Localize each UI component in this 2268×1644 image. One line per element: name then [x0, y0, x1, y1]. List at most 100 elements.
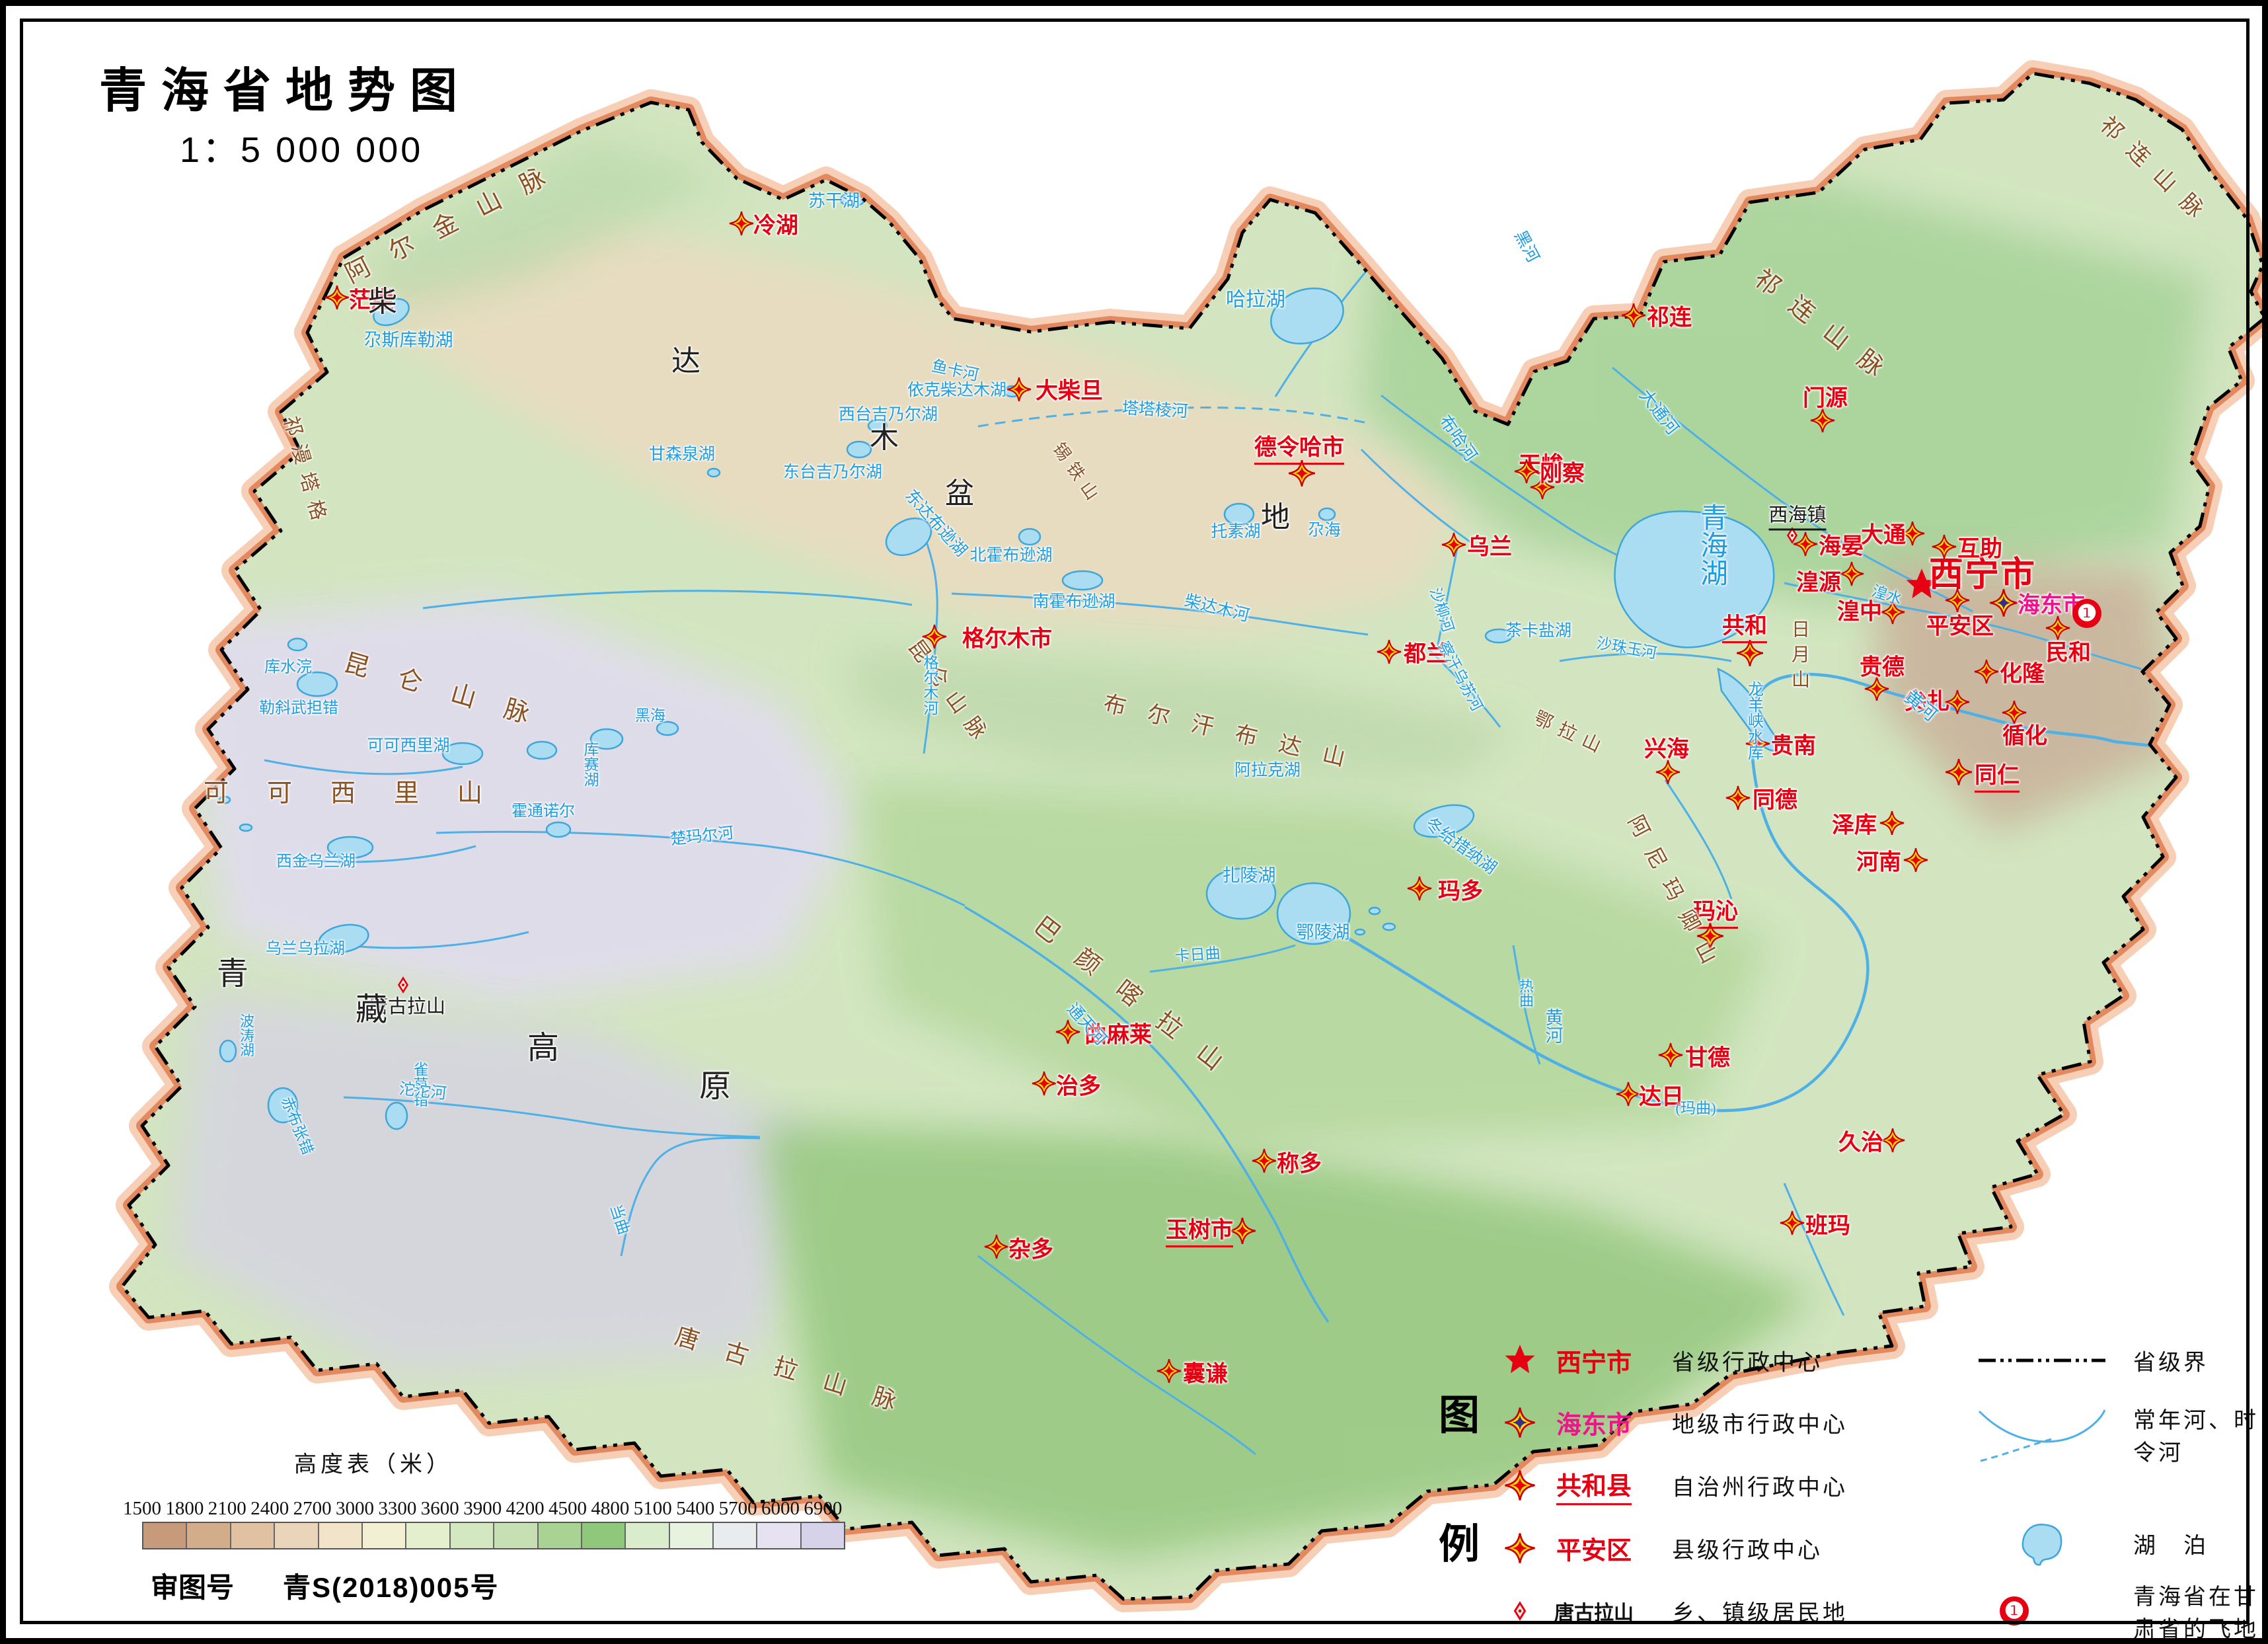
city-label: 囊谦 [1183, 1361, 1228, 1387]
water-label: 沱沱河 [398, 1080, 447, 1103]
city-label: 曲麻莱 [1084, 1022, 1152, 1048]
city-marker-cty [1973, 658, 2000, 685]
city-marker-cty [1031, 1070, 1057, 1097]
survey-label: 审图号 [151, 1572, 235, 1603]
legend-desc: 省级界 [2133, 1350, 2209, 1376]
elevation-tick: 3600 [420, 1498, 459, 1519]
mountain-label: 可可西里山 [203, 779, 521, 808]
city-marker-cty [1251, 1148, 1277, 1174]
elevation-tick: 4800 [591, 1498, 630, 1519]
elevation-cell [801, 1523, 845, 1548]
water-label: 格尔木河 [921, 654, 938, 715]
city-label: 湟中 [1837, 599, 1882, 625]
elevation-title: 高度表（米） [294, 1452, 453, 1477]
city-label: 玛沁 [1693, 893, 1738, 929]
water-label: 柴达木河 [1182, 592, 1252, 625]
elevation-cell [362, 1523, 407, 1548]
elevation-tick: 5700 [718, 1498, 757, 1519]
city-marker-cty [1903, 847, 1929, 873]
city-marker-cty [1406, 875, 1433, 902]
city-marker-cty [1779, 1210, 1805, 1236]
city-label: 班玛 [1805, 1213, 1850, 1239]
city-marker-seat [1944, 758, 1973, 787]
elevation-tick: 1500 [123, 1498, 161, 1519]
city-marker-cty [1529, 474, 1556, 500]
elevation-tick: 3300 [378, 1498, 417, 1519]
town-marker [1784, 527, 1801, 544]
mountain-label: 祁连山脉 [2094, 112, 2218, 233]
elevation-tick: 2400 [250, 1498, 289, 1519]
water-label: 勒斜武担错 [259, 699, 338, 717]
city-label: 共和 [1722, 607, 1767, 643]
water-label: 托素湖 [1211, 523, 1261, 541]
elevation-tick: 4500 [548, 1498, 587, 1519]
legend-marker-seat [1503, 1469, 1536, 1502]
legend-marker-pref [1503, 1406, 1536, 1439]
city-marker-cty [1864, 676, 1890, 702]
water-label: 阿拉克湖 [1234, 762, 1301, 779]
water-label: 波涛湖 [238, 1013, 254, 1057]
city-marker-cty [2045, 615, 2071, 641]
legend-desc: 乡、镇级居民地 [1672, 1601, 1848, 1626]
elevation-cell [494, 1523, 539, 1548]
city-label: 称多 [1277, 1151, 1322, 1177]
water-label: 依克柴达木湖 [907, 381, 1007, 399]
city-marker-seat [1287, 459, 1316, 488]
city-label: 同仁 [1975, 757, 2020, 793]
water-label: 西台吉乃尔湖 [838, 406, 938, 424]
city-label: 玛多 [1438, 879, 1483, 904]
city-marker-cty [2001, 699, 2027, 726]
city-marker-seat [1735, 639, 1764, 668]
legend-label: 海东市 [1556, 1411, 1632, 1440]
city-marker-cty [1513, 458, 1540, 485]
elevation-tick: 6900 [804, 1498, 843, 1519]
city-marker-cty [921, 623, 948, 650]
elevation-cell [714, 1523, 758, 1548]
city-label: 刚察 [1540, 461, 1585, 487]
elevation-cell [450, 1523, 495, 1548]
legend-header-char: 例 [1438, 1522, 1480, 1567]
elevation-cell [143, 1523, 188, 1548]
elevation-tick: 3000 [336, 1498, 374, 1519]
city-label: 乌兰 [1467, 534, 1512, 560]
elevation-cell [231, 1523, 276, 1548]
city-label: 湟源 [1796, 570, 1841, 596]
city-marker-cty [1944, 587, 1971, 613]
water-label: 甘森泉湖 [648, 446, 716, 463]
city-marker-cty [1931, 533, 1957, 560]
page-title: 青海省地势图 [99, 65, 472, 118]
region-char: 地 [1261, 501, 1290, 533]
rivers [264, 190, 2152, 1456]
city-marker-cty [1838, 561, 1865, 587]
town-label: 唐古拉山 [368, 996, 446, 1017]
city-marker-cty [1620, 302, 1647, 329]
water-label: 雀莫错 [411, 1061, 428, 1107]
region-char: 木 [870, 422, 899, 454]
city-label: 西宁市 [1928, 555, 2037, 594]
water-label: 尕斯库勒湖 [363, 330, 453, 350]
legend-label: 唐古拉山 [1554, 1602, 1634, 1624]
elevation-cell [187, 1523, 231, 1548]
elevation-cell [582, 1523, 626, 1548]
water-label: 塔塔棱河 [1121, 399, 1189, 421]
elevation-tick: 2700 [293, 1498, 332, 1519]
elevation-tick: 2100 [208, 1498, 246, 1519]
legend-desc: 自治州行政中心 [1672, 1475, 1848, 1501]
elevation-cell [757, 1523, 802, 1548]
legend-sample-lake [2012, 1517, 2072, 1570]
water-label: 黄河 [1542, 1008, 1563, 1044]
water-label: 北霍布逊湖 [969, 547, 1053, 565]
city-marker-seat [1696, 921, 1725, 951]
water-label: 龙羊峡水库 [1745, 681, 1762, 760]
city-label: 大通 [1861, 522, 1906, 548]
water-label: 茶卡盐湖 [1505, 622, 1572, 640]
elevation-bar [142, 1522, 846, 1549]
city-label: 尖扎 [1905, 689, 1949, 715]
water-label: 乌兰乌拉湖 [266, 940, 345, 958]
water-label: 热曲 [1517, 978, 1534, 1007]
mountain-label: 祁连山脉 [1749, 264, 1904, 394]
